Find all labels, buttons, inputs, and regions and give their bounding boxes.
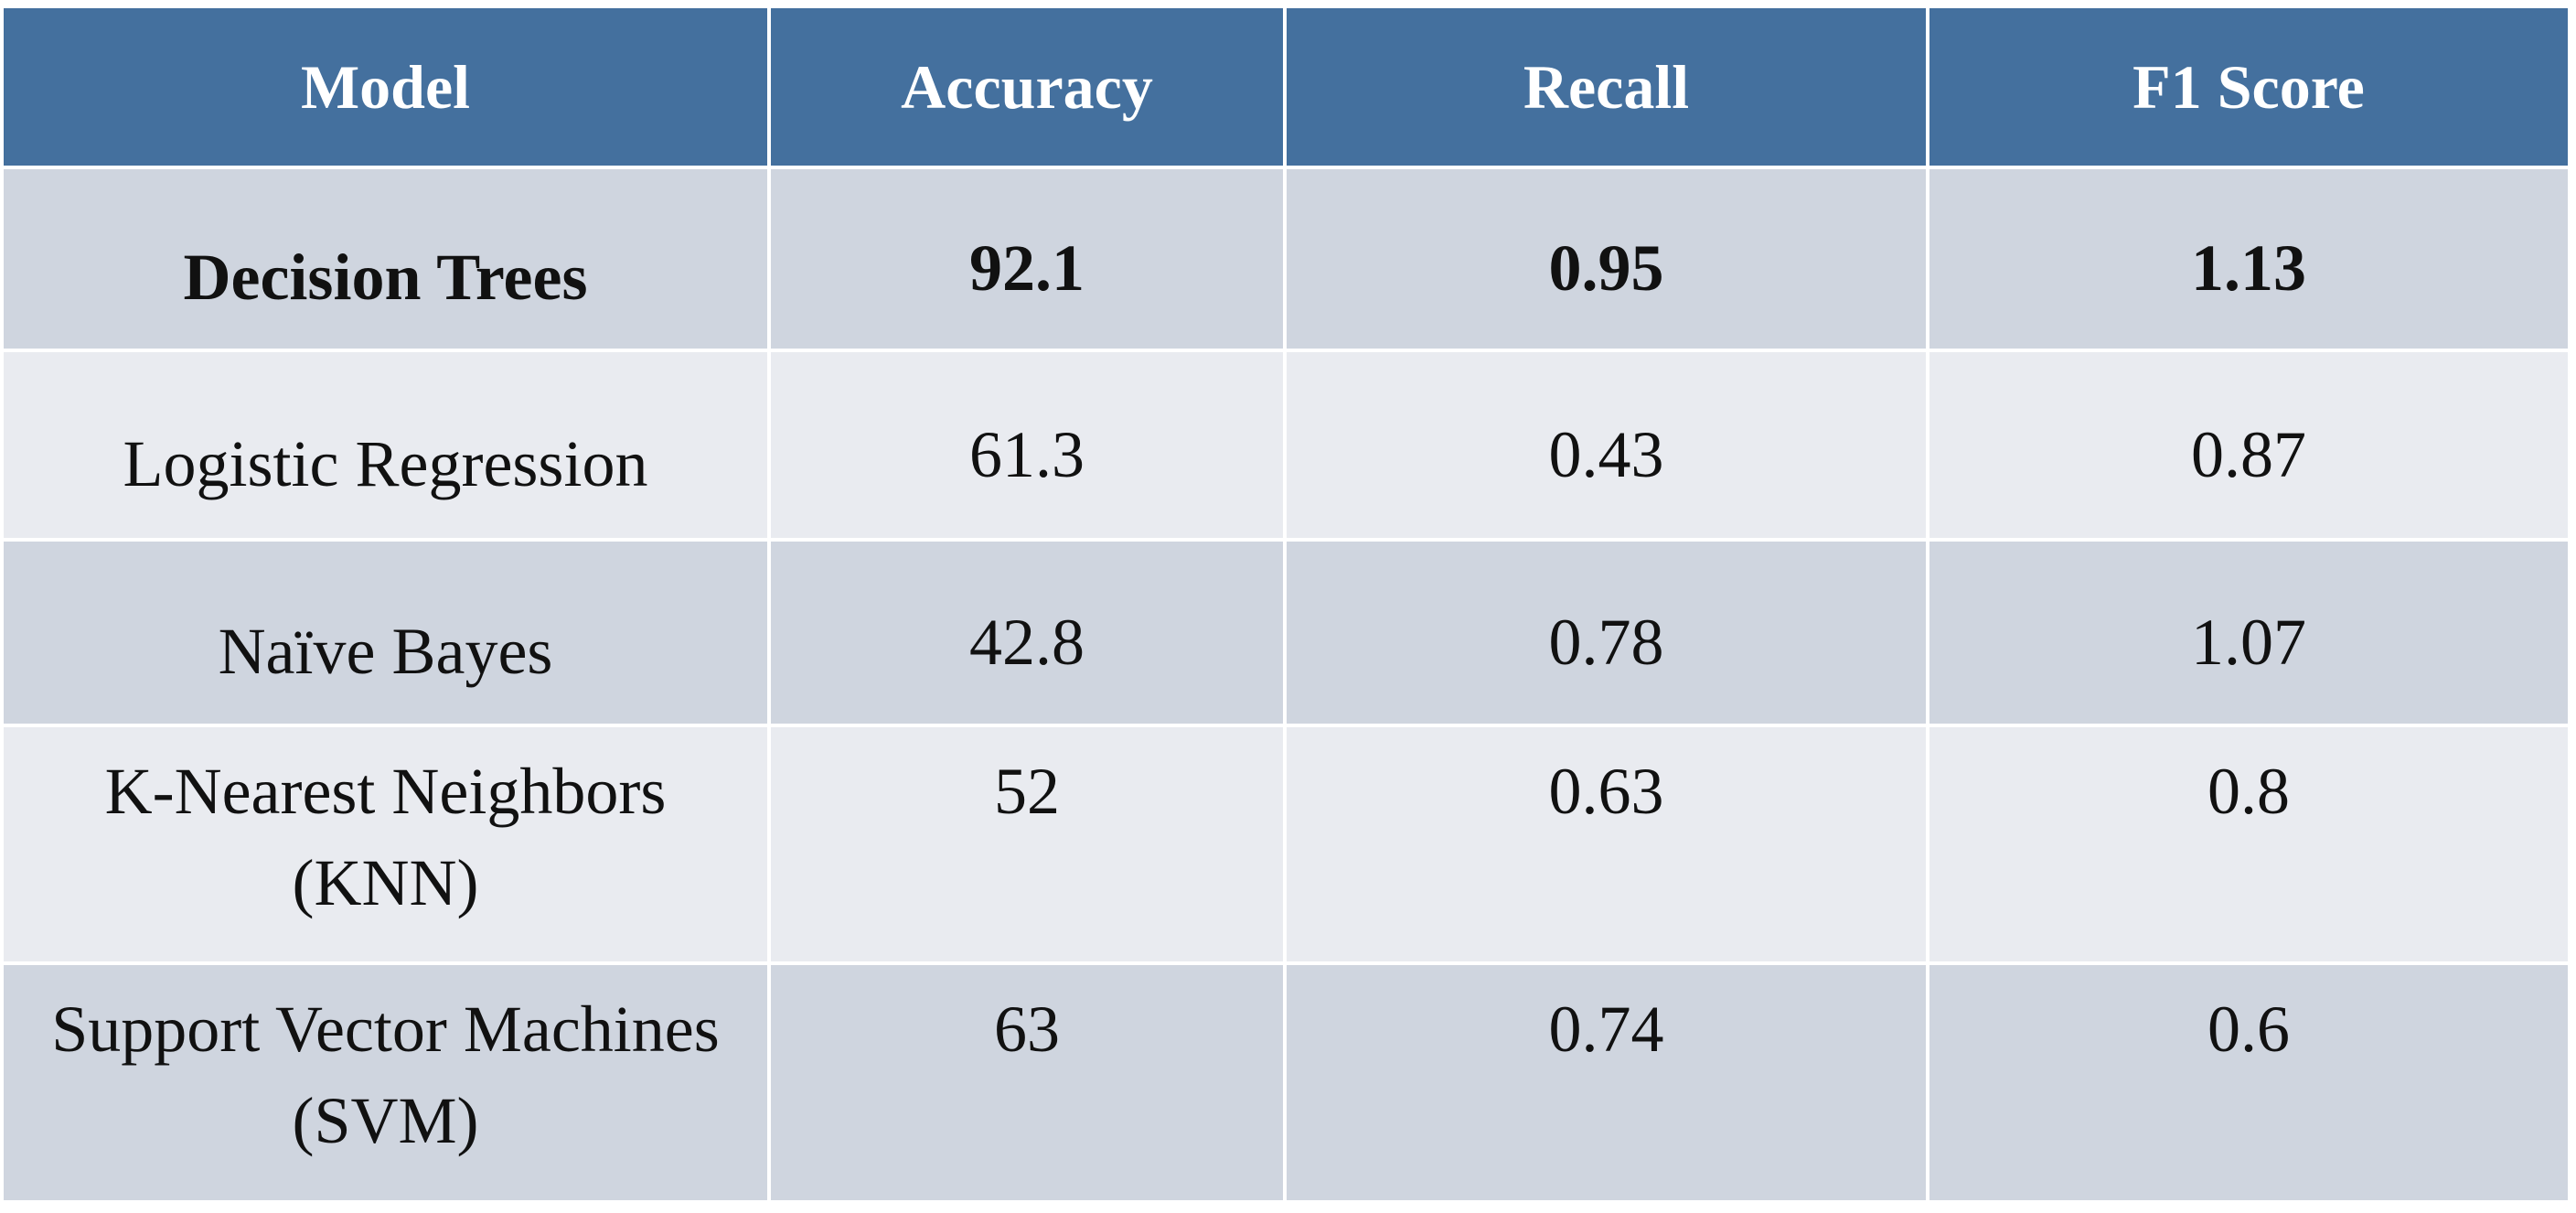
column-header: Model	[4, 8, 767, 166]
metric-value: 0.43	[1287, 352, 1926, 538]
metric-value: 61.3	[771, 352, 1283, 538]
model-name: Support Vector Machines (SVM)	[4, 965, 767, 1200]
column-header: Accuracy	[771, 8, 1283, 166]
model-name: Logistic Regression	[4, 352, 767, 538]
metric-value: 0.8	[1929, 727, 2568, 961]
metric-value: 0.74	[1287, 965, 1926, 1200]
metric-value: 42.8	[771, 542, 1283, 724]
metric-value: 52	[771, 727, 1283, 961]
results-table: Model Accuracy Recall F1 Score Decision Tree…	[4, 8, 2568, 1200]
model-name: Naïve Bayes	[4, 542, 767, 724]
column-header: Recall	[1287, 8, 1926, 166]
metric-value: 0.87	[1929, 352, 2568, 538]
model-name: K-Nearest Neighbors (KNN)	[4, 727, 767, 961]
column-header: F1 Score	[1929, 8, 2568, 166]
model-name: Decision Trees	[4, 169, 767, 349]
metric-value: 63	[771, 965, 1283, 1200]
metric-value: 92.1	[771, 169, 1283, 349]
metric-value: 1.13	[1929, 169, 2568, 349]
metric-value: 1.07	[1929, 542, 2568, 724]
metric-value: 0.6	[1929, 965, 2568, 1200]
metric-value: 0.63	[1287, 727, 1926, 961]
metric-value: 0.78	[1287, 542, 1926, 724]
metric-value: 0.95	[1287, 169, 1926, 349]
